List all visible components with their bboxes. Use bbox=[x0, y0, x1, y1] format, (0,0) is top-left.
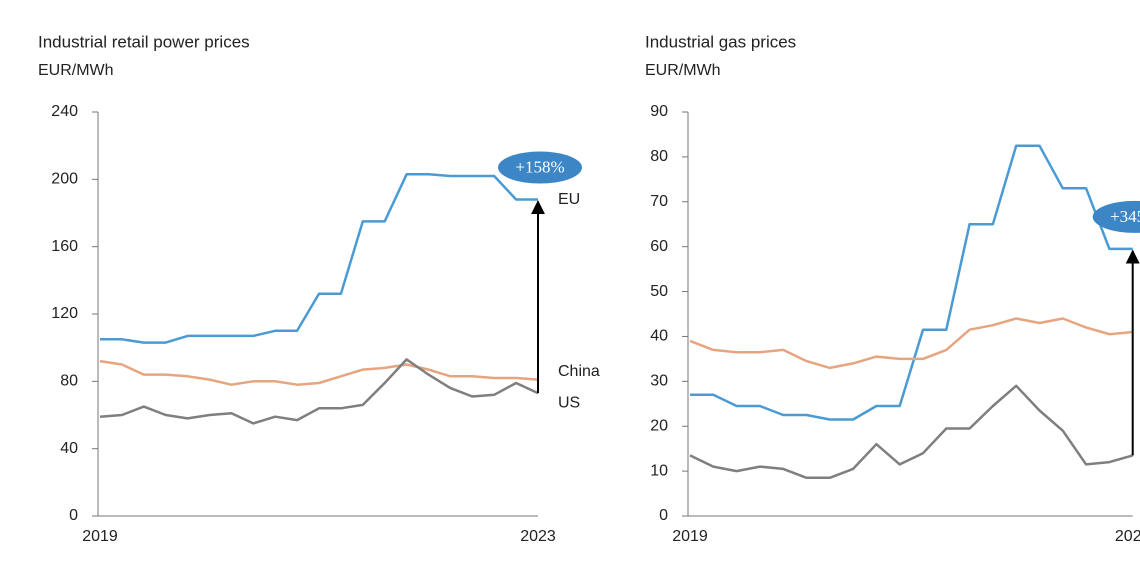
chart-title: Industrial retail power prices bbox=[38, 32, 250, 51]
y-tick-label: 200 bbox=[51, 171, 78, 188]
callout-bubble bbox=[1092, 200, 1140, 233]
x-tick-label: 2019 bbox=[672, 528, 708, 545]
y-tick-label: 120 bbox=[51, 305, 78, 322]
series-line bbox=[690, 144, 1133, 421]
chart-subtitle: EUR/MWh bbox=[645, 62, 721, 79]
y-tick-label: 80 bbox=[60, 373, 78, 390]
callout-text: +158% bbox=[515, 157, 564, 176]
x-tick-label: 2019 bbox=[82, 528, 118, 545]
series-label: EU bbox=[558, 191, 580, 208]
y-tick-label: 40 bbox=[650, 328, 668, 345]
y-tick-label: 40 bbox=[60, 440, 78, 457]
chart-title: Industrial gas prices bbox=[645, 32, 796, 51]
x-tick-label: 2023 bbox=[520, 528, 556, 545]
series-line bbox=[100, 173, 538, 344]
series-line bbox=[99, 359, 539, 386]
y-tick-label: 10 bbox=[650, 462, 668, 479]
callout-bubble bbox=[498, 151, 582, 184]
y-tick-label: 160 bbox=[51, 238, 78, 255]
y-tick-label: 80 bbox=[650, 148, 668, 165]
series-line bbox=[99, 358, 539, 425]
chart-subtitle: EUR/MWh bbox=[38, 62, 114, 79]
y-tick-label: 60 bbox=[650, 238, 668, 255]
y-tick-label: 0 bbox=[659, 507, 668, 524]
y-tick-label: 20 bbox=[650, 417, 668, 434]
y-tick-label: 0 bbox=[69, 507, 78, 524]
series-line bbox=[689, 384, 1134, 480]
series-line bbox=[689, 317, 1133, 370]
callout-text: +345% bbox=[1110, 207, 1140, 226]
y-tick-label: 50 bbox=[650, 283, 668, 300]
x-tick-label: 2023 bbox=[1115, 528, 1140, 545]
series-label: US bbox=[558, 394, 580, 411]
y-tick-label: 30 bbox=[650, 373, 668, 390]
y-tick-label: 240 bbox=[51, 103, 78, 120]
y-tick-label: 70 bbox=[650, 193, 668, 210]
series-label: China bbox=[558, 363, 600, 380]
y-tick-label: 90 bbox=[650, 103, 668, 120]
